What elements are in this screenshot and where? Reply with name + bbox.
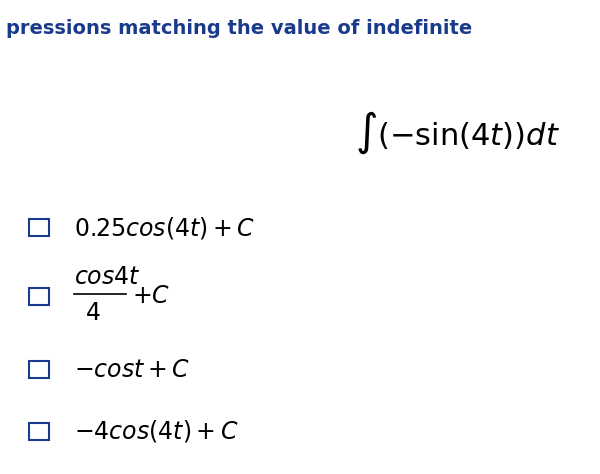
Text: $-4cos(4t) + C$: $-4cos(4t) + C$ [74, 419, 239, 444]
FancyBboxPatch shape [29, 219, 49, 236]
Text: $+ C$: $+ C$ [131, 284, 170, 308]
Text: $\int(-\sin(4t))dt$: $\int(-\sin(4t))dt$ [355, 109, 559, 156]
Text: $4$: $4$ [85, 301, 100, 325]
FancyBboxPatch shape [29, 423, 49, 440]
Text: $0.25cos(4t) + C$: $0.25cos(4t) + C$ [74, 215, 256, 240]
Text: $-cost + C$: $-cost + C$ [74, 358, 191, 382]
Text: $cos4t$: $cos4t$ [74, 265, 141, 289]
FancyBboxPatch shape [29, 361, 49, 378]
Text: pressions matching the value of indefinite: pressions matching the value of indefini… [6, 19, 472, 38]
FancyBboxPatch shape [29, 288, 49, 305]
